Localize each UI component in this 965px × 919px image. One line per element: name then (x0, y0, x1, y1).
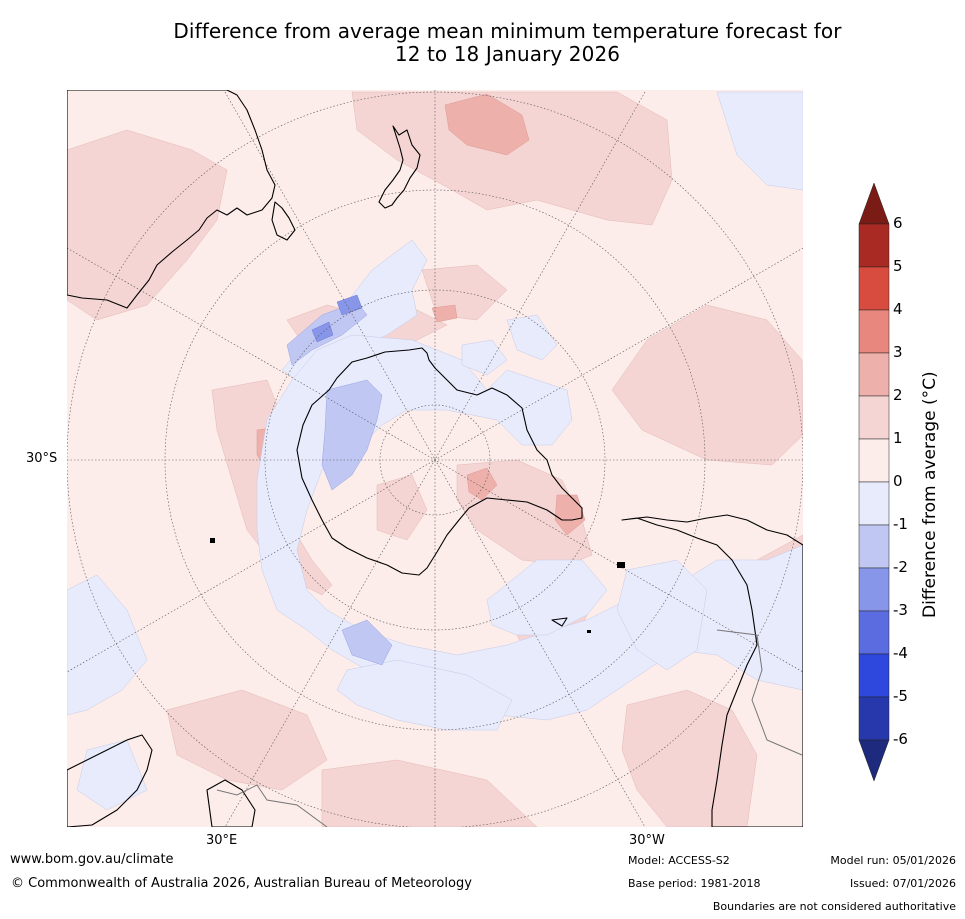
anomaly-region-south-america-west (621, 689, 758, 827)
anomaly-region-coastal-cold-1 (336, 294, 363, 316)
colorbar-bin (858, 524, 890, 569)
coastline-south-georgia (551, 617, 568, 627)
latitude-label-30s: 30°S (26, 451, 58, 466)
anomaly-region-nz-hotspot (444, 93, 530, 156)
country-boundaries (216, 629, 803, 827)
anomaly-region-top-right-corner (716, 91, 803, 191)
footer-disclaimer: Boundaries are not considered authoritat… (712, 900, 956, 913)
anomaly-region-east-antarctica-cold (321, 379, 383, 491)
colorbar-tick-label: 4 (893, 300, 903, 318)
colorbar-tick-label: 2 (893, 386, 903, 404)
footer-website: www.bom.gov.au/climate (10, 852, 174, 867)
boundary-south-america (716, 629, 803, 756)
colorbar-tick-label: 0 (893, 472, 903, 490)
colorbar-bin (858, 438, 890, 483)
coastlines (67, 90, 803, 827)
anomaly-region-nz-north (351, 91, 673, 226)
map-panel (67, 90, 803, 827)
island-bouvet (587, 630, 591, 633)
colorbar (858, 182, 890, 782)
colorbar-bin (858, 309, 890, 354)
colorbar-bin (858, 696, 890, 741)
meridian-30w (224, 91, 646, 827)
latitude-circle-30s (67, 91, 803, 827)
title-line-2: 12 to 18 January 2026 (394, 42, 621, 66)
meridian-60w (67, 247, 803, 673)
anomaly-region-southern-ocean-south (336, 659, 513, 731)
footer-copyright: © Commonwealth of Australia 2026, Austra… (11, 876, 472, 891)
colorbar-bin (858, 395, 890, 440)
footer-model-run: Model run: 05/01/2026 (830, 854, 956, 867)
anomaly-region-africa-south (166, 689, 328, 791)
colorbar-tick-label: 3 (893, 343, 903, 361)
colorbar-bins (858, 223, 890, 741)
anomaly-region-amery (461, 339, 508, 376)
anomaly-negative-0-1 (67, 91, 803, 811)
anomaly-negative-2-3 (311, 294, 363, 343)
anomaly-region-peninsula-coast (506, 314, 558, 361)
colorbar-bin (858, 266, 890, 311)
coastline-australia-south (67, 90, 276, 309)
coastline-new-zealand (378, 125, 421, 209)
colorbar-tick-label: -3 (893, 601, 908, 619)
colorbar-bin (858, 653, 890, 698)
colorbar-title: Difference from average (°C) (920, 371, 940, 618)
colorbar-bin (858, 567, 890, 612)
anomaly-region-weddell-south (376, 474, 428, 541)
colorbar-cap-bottom (858, 739, 890, 782)
anomaly-region-atlantic-ring (486, 559, 608, 636)
chart-title: Difference from average mean minimum tem… (0, 20, 965, 66)
anomaly-region-southwest-atlantic (67, 574, 148, 716)
colorbar-tick-label: -2 (893, 558, 908, 576)
anomaly-region-australia-west (67, 129, 228, 321)
colorbar-bin (858, 352, 890, 397)
islands (210, 538, 625, 633)
colorbar-tick-label: -4 (893, 644, 908, 662)
colorbar-tick-label: -6 (893, 730, 908, 748)
coastline-madagascar (206, 779, 256, 827)
colorbar-tick-label: 5 (893, 257, 903, 275)
colorbar-bin (858, 610, 890, 655)
title-line-1: Difference from average mean minimum tem… (173, 19, 842, 43)
island-falklands (617, 562, 625, 568)
meridian-30e (224, 91, 646, 827)
anomaly-region-south-pacific-east (616, 559, 708, 671)
colorbar-cap-top (858, 182, 890, 225)
coastline-africa-south (67, 734, 153, 827)
anomaly-region-southern-ocean-cold (341, 619, 393, 666)
anomaly-region-coastal-cold-2 (311, 321, 334, 343)
graticule (67, 90, 803, 827)
colorbar-tick-label: -1 (893, 515, 908, 533)
boundary-africa (216, 784, 328, 827)
colorbar-bin (858, 481, 890, 526)
anomaly-region-tasman-hotspot (431, 304, 458, 323)
footer-issued: Issued: 07/01/2026 (849, 877, 956, 890)
footer-base-period: Base period: 1981-2018 (628, 877, 761, 890)
colorbar-tick-label: 1 (893, 429, 903, 447)
colorbar-tick-label: -5 (893, 687, 908, 705)
coastline-tasmania (271, 201, 296, 241)
anomaly-region-ross-hotspot (466, 467, 498, 501)
coastline-south-america (621, 514, 803, 827)
colorbar-tick-label: 6 (893, 214, 903, 232)
anomaly-region-bottom-center (321, 759, 538, 827)
longitude-label-30e: 30°E (206, 833, 238, 848)
longitude-label-30w: 30°W (629, 833, 665, 848)
island-kerguelen (210, 538, 215, 543)
coastline-antarctica (296, 347, 583, 576)
anomaly-region-pacific-east (611, 304, 803, 466)
footer-model: Model: ACCESS-S2 (628, 854, 730, 867)
colorbar-bin (858, 223, 890, 268)
